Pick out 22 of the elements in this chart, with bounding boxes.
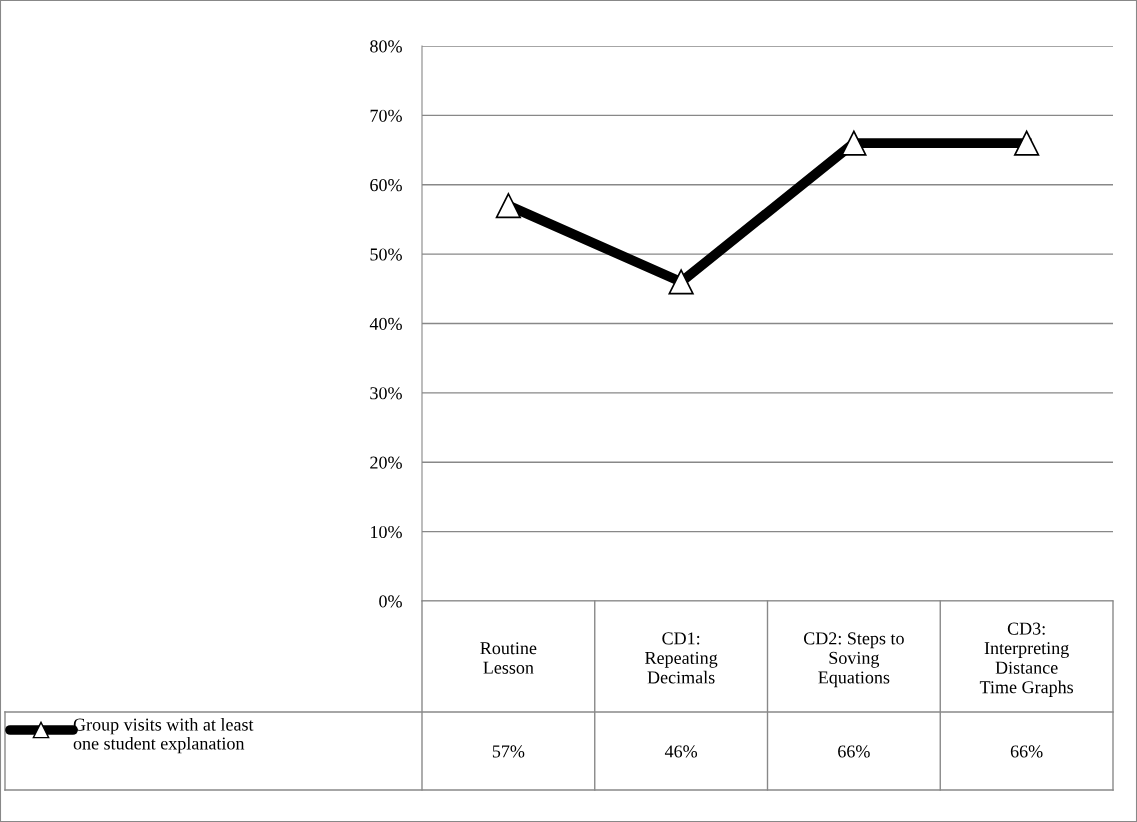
point bbox=[495, 192, 522, 219]
x-tick-label: CD1: Repeating Decimals bbox=[645, 632, 718, 684]
y-tick-label: 40% bbox=[369, 317, 402, 330]
y-tick-label: 60% bbox=[370, 179, 402, 192]
data-label: 46% bbox=[664, 745, 698, 758]
y-tick-label: 80% bbox=[370, 40, 402, 53]
point bbox=[841, 130, 867, 156]
data-label: 57% bbox=[492, 745, 525, 758]
y-tick-label: 70% bbox=[370, 109, 402, 122]
x-tick-label: CD3: Interpreting Distance Time Graphs bbox=[979, 622, 1074, 697]
x-tick-label: CD2: Steps to Soving Equations bbox=[803, 632, 904, 688]
y-tick-label: 50% bbox=[370, 248, 402, 261]
legend-label: Group visits with at least one student explanation bbox=[73, 718, 254, 754]
point bbox=[1013, 130, 1040, 156]
x-tick-label: Routine Lesson bbox=[480, 642, 537, 674]
y-tick-label: 10% bbox=[371, 525, 402, 539]
y-tick-label: 30% bbox=[370, 387, 402, 400]
y-tick-label: 20% bbox=[370, 456, 402, 469]
point bbox=[668, 269, 694, 295]
data-label: 66% bbox=[838, 745, 870, 758]
y-tick-label: 0% bbox=[379, 595, 402, 608]
data-label: 66% bbox=[1010, 745, 1043, 758]
